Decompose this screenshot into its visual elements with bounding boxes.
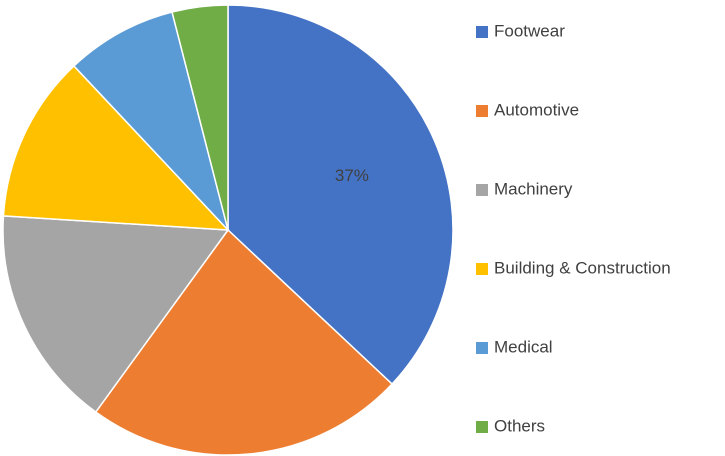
legend-label: Building & Construction xyxy=(494,258,671,277)
pie-slice xyxy=(94,228,394,456)
legend-swatch xyxy=(476,342,488,354)
legend-label: Footwear xyxy=(494,21,565,40)
pie-slice xyxy=(2,215,230,414)
pie-slice xyxy=(227,4,454,386)
pie-slice xyxy=(171,4,229,231)
legend-label: Machinery xyxy=(494,179,573,198)
legend-swatch xyxy=(476,26,488,38)
legend-swatch xyxy=(476,421,488,433)
pie-slice xyxy=(72,11,229,231)
pie-slice xyxy=(2,64,230,231)
legend-label: Medical xyxy=(494,337,553,356)
legend-label: Others xyxy=(494,416,545,435)
legend-swatch xyxy=(476,105,488,117)
legend-swatch xyxy=(476,263,488,275)
data-label: 37% xyxy=(335,166,369,185)
legend-swatch xyxy=(476,184,488,196)
legend-label: Automotive xyxy=(494,100,579,119)
